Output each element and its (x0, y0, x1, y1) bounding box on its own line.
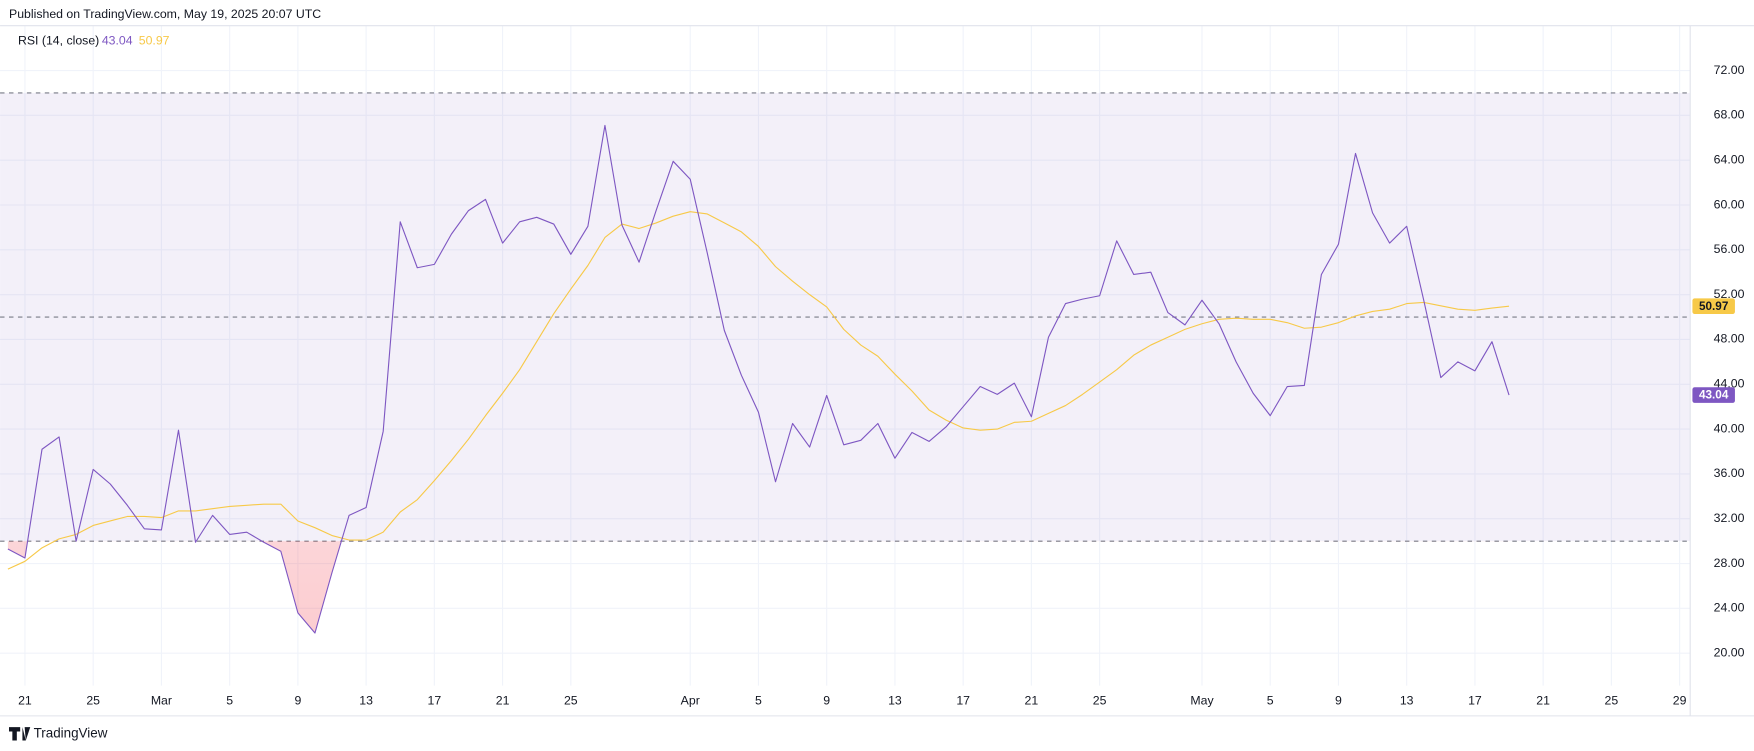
x-tick-label: 25 (86, 694, 100, 708)
last-value-label: 50.97 (1699, 300, 1729, 313)
y-tick-label: 48.00 (1714, 332, 1745, 346)
series-line (7, 211, 1510, 570)
x-tick-label: 9 (823, 694, 830, 708)
y-tick-label: 64.00 (1714, 152, 1745, 166)
x-tick-label: 17 (1468, 694, 1482, 708)
y-tick-label: 52.00 (1714, 287, 1745, 301)
brand-logo (8, 727, 31, 741)
y-tick-label: 20.00 (1714, 645, 1745, 659)
x-tick-label: 21 (1025, 694, 1039, 708)
x-tick-label: 9 (294, 694, 301, 708)
x-tick-label: Mar (151, 694, 172, 708)
last-value-label: 43.04 (1699, 389, 1729, 402)
x-tick-label: 25 (564, 694, 578, 708)
y-tick-label: 56.00 (1714, 242, 1745, 256)
x-tick-label: 29 (1673, 694, 1687, 708)
x-tick-label: 13 (1400, 694, 1414, 708)
x-tick-label: May (1190, 694, 1214, 708)
x-tick-label: 21 (18, 694, 32, 708)
y-tick-label: 72.00 (1714, 63, 1745, 77)
plot-area (0, 92, 1691, 634)
y-tick-label: 32.00 (1714, 511, 1745, 525)
y-tick-label: 60.00 (1714, 197, 1745, 211)
y-tick-label: 68.00 (1714, 108, 1745, 122)
x-tick-label: 5 (1267, 694, 1274, 708)
x-tick-label: 17 (956, 694, 970, 708)
axes: 20.00 24.00 28.00 32.00 36.00 40.00 44.00 48.00… (18, 63, 1745, 708)
x-tick-label: 13 (359, 694, 373, 708)
published-note: Published on TradingView.com, May 19, 20… (9, 7, 321, 21)
x-tick-label: 17 (428, 694, 442, 708)
x-tick-label: Apr (681, 694, 700, 708)
x-tick-label: 25 (1605, 694, 1619, 708)
last-value-badge (1692, 387, 1735, 403)
y-tick-label: 28.00 (1714, 556, 1745, 570)
x-tick-label: 5 (755, 694, 762, 708)
y-tick-label: 44.00 (1714, 377, 1745, 391)
indicator-title: RSI (14, close) (18, 34, 99, 48)
x-tick-label: 25 (1093, 694, 1107, 708)
y-tick-label: 36.00 (1714, 466, 1745, 480)
y-tick-label: 40.00 (1714, 421, 1745, 435)
grid (0, 25, 1691, 686)
legend-value: 43.04 (102, 34, 133, 48)
oversold-fill (7, 541, 1510, 634)
legend-value: 50.97 (139, 34, 170, 48)
x-tick-label: 13 (888, 694, 902, 708)
x-tick-label: 21 (496, 694, 510, 708)
y-tick-label: 24.00 (1714, 601, 1745, 615)
last-value-badge (1692, 298, 1735, 315)
brand-name: TradingView (34, 725, 108, 740)
x-tick-label: 9 (1335, 694, 1342, 708)
series-line (7, 124, 1510, 634)
x-tick-label: 5 (226, 694, 233, 708)
x-tick-label: 21 (1536, 694, 1550, 708)
